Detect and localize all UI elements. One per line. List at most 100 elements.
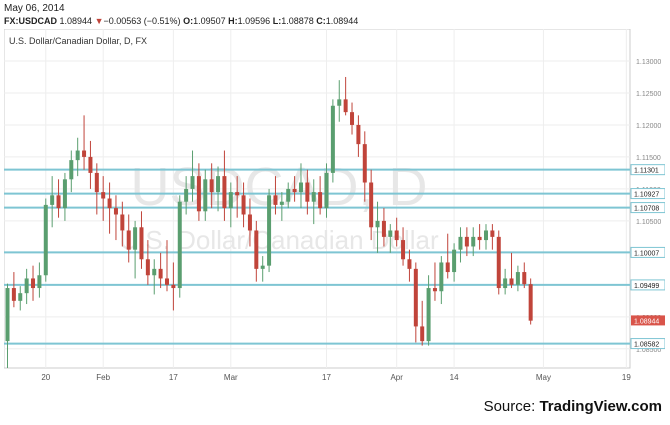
candle-body[interactable] xyxy=(247,214,252,231)
candle-body[interactable] xyxy=(381,220,386,237)
x-tick-label: May xyxy=(536,373,551,382)
candle-body[interactable] xyxy=(203,179,208,212)
candle-body[interactable] xyxy=(133,227,138,250)
candle-body[interactable] xyxy=(528,284,533,321)
candle-body[interactable] xyxy=(260,265,265,269)
candle-body[interactable] xyxy=(11,288,16,301)
candle-body[interactable] xyxy=(126,230,131,250)
candlestick-chart[interactable]: USDCAD, D U.S. Dollar/Canadian Dollar U.… xyxy=(4,29,665,386)
candle-body[interactable] xyxy=(152,268,157,276)
candle-body[interactable] xyxy=(254,230,259,269)
candle-body[interactable] xyxy=(356,124,361,145)
down-arrow-icon: ▼ xyxy=(94,16,104,26)
candle-body[interactable] xyxy=(350,112,355,125)
candle-body[interactable] xyxy=(286,188,291,202)
candle-body[interactable] xyxy=(292,188,297,193)
candle-body[interactable] xyxy=(388,230,393,237)
candle-body[interactable] xyxy=(228,192,233,209)
candle-body[interactable] xyxy=(343,99,348,113)
candle-body[interactable] xyxy=(50,195,55,205)
level-label: 1.10007 xyxy=(634,250,659,257)
candle-body[interactable] xyxy=(37,275,42,289)
candle-body[interactable] xyxy=(522,272,527,285)
candle-body[interactable] xyxy=(139,227,144,260)
chart-panel[interactable]: USDCAD, D U.S. Dollar/Canadian Dollar U.… xyxy=(4,29,665,386)
symbol-label[interactable]: FX:USDCAD xyxy=(4,16,57,26)
candle-body[interactable] xyxy=(369,182,374,228)
candle-body[interactable] xyxy=(120,214,125,231)
high-value: 1.09596 xyxy=(237,16,271,26)
candle-body[interactable] xyxy=(18,293,23,301)
candle-body[interactable] xyxy=(305,182,310,202)
candle-body[interactable] xyxy=(484,230,488,241)
candle-body[interactable] xyxy=(235,192,240,196)
candle-body[interactable] xyxy=(75,150,80,161)
candle-body[interactable] xyxy=(158,268,163,279)
candle-body[interactable] xyxy=(222,176,227,209)
candle-body[interactable] xyxy=(279,201,284,205)
candle-body[interactable] xyxy=(515,272,520,285)
candle-body[interactable] xyxy=(432,288,437,292)
candle-body[interactable] xyxy=(82,150,87,157)
candle-body[interactable] xyxy=(330,105,335,173)
candle-body[interactable] xyxy=(407,259,412,269)
candle-body[interactable] xyxy=(503,278,508,289)
source-prefix: Source: xyxy=(483,398,540,415)
last-price-box xyxy=(631,315,665,326)
candle-body[interactable] xyxy=(196,176,201,212)
y-tick-label: 1.12500 xyxy=(636,91,661,98)
candle-body[interactable] xyxy=(88,156,93,173)
candle-body[interactable] xyxy=(216,176,221,193)
candle-body[interactable] xyxy=(471,236,476,247)
candle-body[interactable] xyxy=(439,262,444,292)
candle-body[interactable] xyxy=(113,208,118,215)
candle-body[interactable] xyxy=(420,326,425,342)
candle-body[interactable] xyxy=(496,236,501,289)
candle-body[interactable] xyxy=(107,198,112,209)
candle-body[interactable] xyxy=(318,192,323,209)
candle-body[interactable] xyxy=(394,230,399,241)
candle-body[interactable] xyxy=(311,192,316,202)
candle-body[interactable] xyxy=(273,195,278,205)
candle-body[interactable] xyxy=(362,144,367,183)
candle-body[interactable] xyxy=(184,188,189,202)
x-tick-label: Feb xyxy=(96,373,110,382)
candle-body[interactable] xyxy=(171,284,176,289)
candle-body[interactable] xyxy=(490,230,495,237)
candle-body[interactable] xyxy=(177,201,182,289)
y-tick-label: 1.11500 xyxy=(636,155,661,162)
candle-body[interactable] xyxy=(477,236,482,241)
candle-body[interactable] xyxy=(337,99,342,106)
candle-body[interactable] xyxy=(56,195,61,209)
candle-body[interactable] xyxy=(375,220,380,228)
candle-body[interactable] xyxy=(445,262,450,273)
candle-body[interactable] xyxy=(298,182,303,193)
level-label: 1.10927 xyxy=(634,192,659,199)
candle-body[interactable] xyxy=(458,236,463,250)
candle-body[interactable] xyxy=(31,278,36,289)
candle-body[interactable] xyxy=(69,160,74,180)
candle-body[interactable] xyxy=(190,176,195,189)
candle-body[interactable] xyxy=(413,268,418,327)
candle-body[interactable] xyxy=(267,195,272,266)
candle-body[interactable] xyxy=(509,278,514,285)
candle-body[interactable] xyxy=(241,195,246,215)
candle-body[interactable] xyxy=(426,288,431,342)
candle-body[interactable] xyxy=(165,278,169,285)
candle-body[interactable] xyxy=(209,179,214,193)
candle-body[interactable] xyxy=(94,172,99,193)
candle-body[interactable] xyxy=(401,240,406,260)
candle-body[interactable] xyxy=(43,204,48,276)
candle-body[interactable] xyxy=(101,192,106,199)
candle-body[interactable] xyxy=(464,236,469,247)
y-tick-label: 1.10500 xyxy=(636,219,661,226)
candle-body[interactable] xyxy=(452,249,457,273)
x-tick-label: 17 xyxy=(322,373,331,382)
last-price: 1.08944 xyxy=(59,16,93,26)
candle-body[interactable] xyxy=(324,172,329,209)
candle-body[interactable] xyxy=(145,259,150,276)
candle-body[interactable] xyxy=(24,278,29,294)
source-credit: Source: TradingView.com xyxy=(484,398,662,415)
candle-body[interactable] xyxy=(5,288,10,342)
candle-body[interactable] xyxy=(62,179,67,209)
